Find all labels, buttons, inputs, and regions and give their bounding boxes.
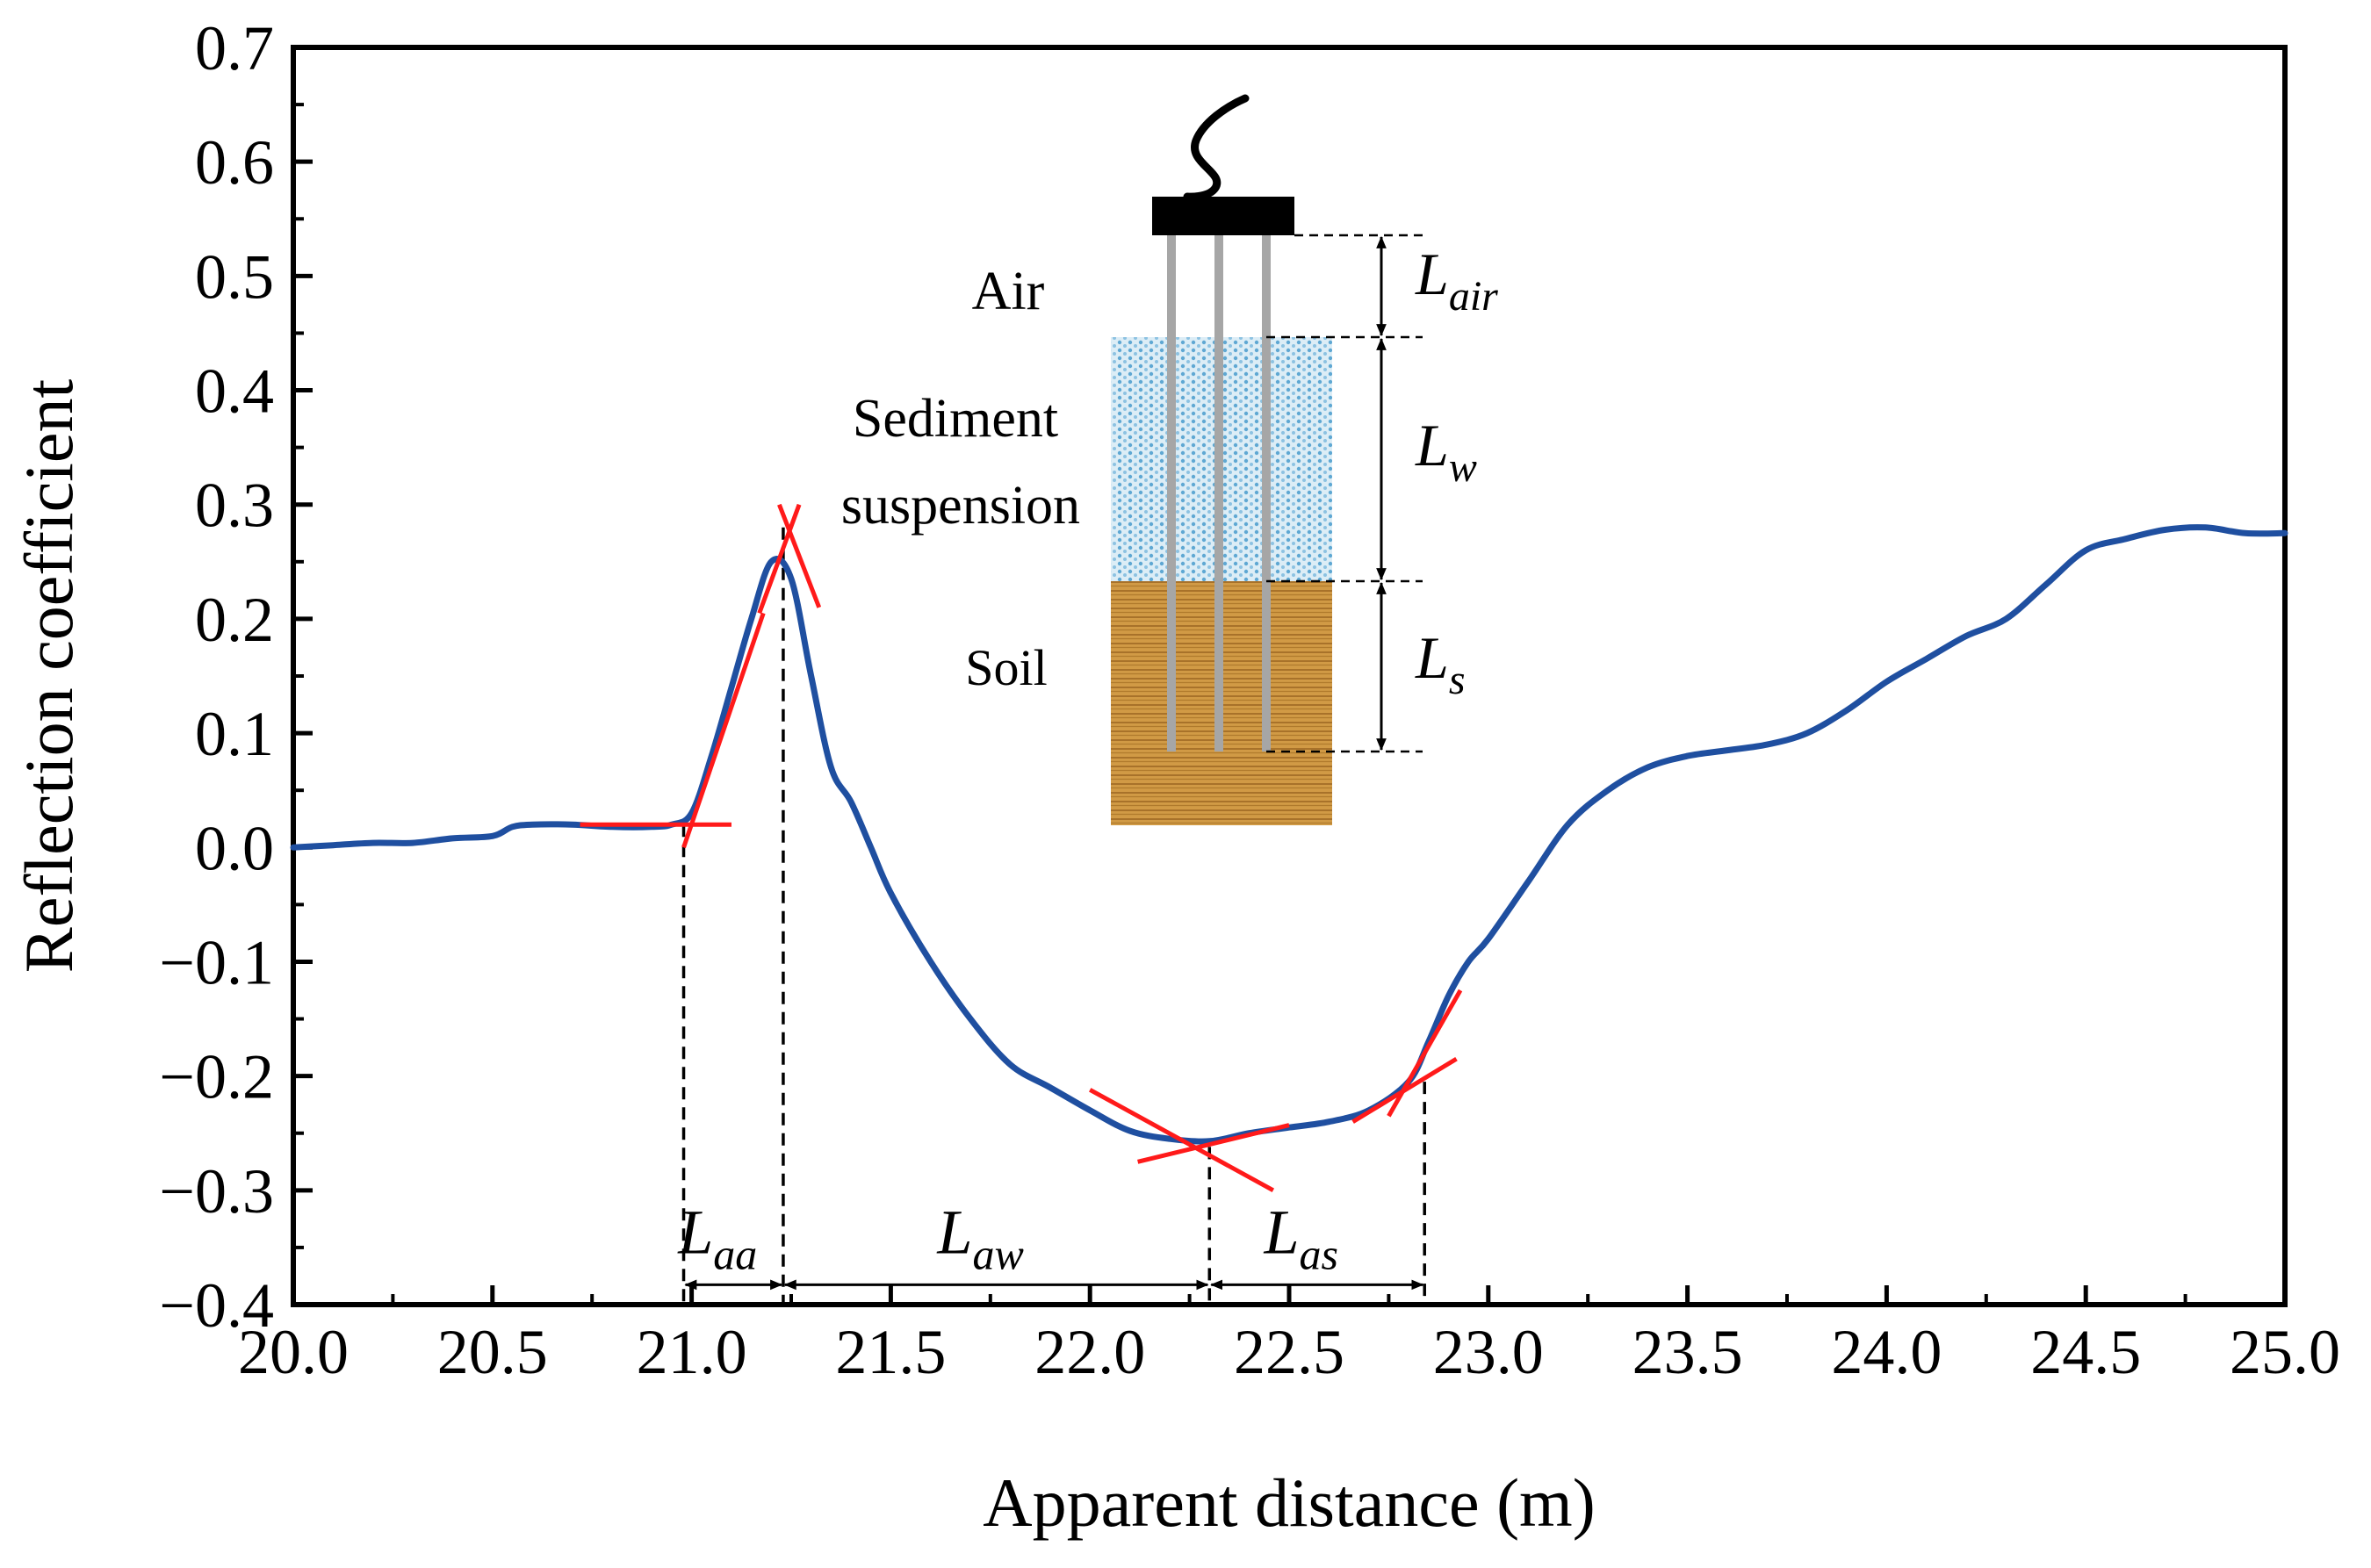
span-label-as: Las — [1263, 1197, 1338, 1278]
y-tick-label: 0.0 — [195, 813, 274, 883]
span-label-aa: Laa — [677, 1197, 757, 1278]
x-tick-label: 22.0 — [1034, 1317, 1145, 1387]
x-tick-label: 25.0 — [2230, 1317, 2340, 1387]
probe-cable — [1183, 94, 1250, 201]
dim-label-s: Ls — [1415, 624, 1466, 703]
y-tick-label: −0.4 — [159, 1270, 274, 1341]
data-curve — [290, 524, 2288, 1145]
y-axis-title: Reflection coefficient — [11, 378, 87, 973]
x-tick-label: 21.5 — [835, 1317, 946, 1387]
y-tick-label: 0.5 — [195, 241, 274, 312]
probe-head — [1152, 197, 1294, 235]
x-tick-label: 24.0 — [1831, 1317, 1942, 1387]
x-tick-label: 23.5 — [1632, 1317, 1743, 1387]
tangent-line — [777, 503, 822, 608]
tangent-lines — [580, 503, 1463, 1193]
y-tick-label: 0.4 — [195, 356, 274, 427]
tangent-line — [1088, 1088, 1275, 1193]
x-tick-label: 21.0 — [637, 1317, 747, 1387]
guide-lines — [681, 527, 1426, 1305]
y-tick-label: 0.1 — [195, 699, 274, 769]
x-tick-label: 22.5 — [1234, 1317, 1344, 1387]
distance-spans: Laa Law Las — [677, 1197, 1424, 1291]
y-tick-label: 0.7 — [195, 13, 274, 83]
x-tick-label: 20.0 — [238, 1317, 349, 1387]
y-tick-label: −0.2 — [159, 1042, 274, 1112]
y-tick-label: 0.3 — [195, 471, 274, 541]
layer-label-air: Air — [972, 262, 1045, 321]
x-tick-label: 24.5 — [2030, 1317, 2141, 1387]
tangent-line — [1387, 989, 1463, 1118]
data-curve-layer — [290, 524, 2288, 1145]
dim-label-w: Lw — [1415, 412, 1477, 491]
probe-schematic: Lair Lw Ls Air Sediment suspension Soil — [841, 94, 1498, 825]
tick-labels: 20.0 20.5 21.0 21.5 22.0 22.5 23.0 23.5 24.0 24.5… — [159, 13, 2340, 1387]
y-tick-label: 0.2 — [195, 585, 274, 655]
axis-ticks — [291, 45, 2288, 1307]
tangent-line — [1137, 1123, 1290, 1164]
x-tick-label: 20.5 — [437, 1317, 548, 1387]
layer-label-sediment-line1: Sediment — [853, 389, 1058, 449]
y-tick-label: −0.3 — [159, 1156, 274, 1226]
y-tick-label: −0.1 — [159, 927, 274, 997]
y-tick-label: 0.6 — [195, 127, 274, 198]
x-tick-label: 23.0 — [1433, 1317, 1544, 1387]
layer-label-soil: Soil — [965, 639, 1048, 696]
span-label-aw: Law — [936, 1197, 1023, 1278]
x-axis-title: Apparent distance (m) — [983, 1464, 1595, 1541]
tangent-line — [757, 503, 802, 615]
dim-label-air: Lair — [1415, 241, 1498, 320]
layer-label-sediment-line2: suspension — [841, 476, 1080, 536]
tangent-line — [681, 612, 766, 849]
